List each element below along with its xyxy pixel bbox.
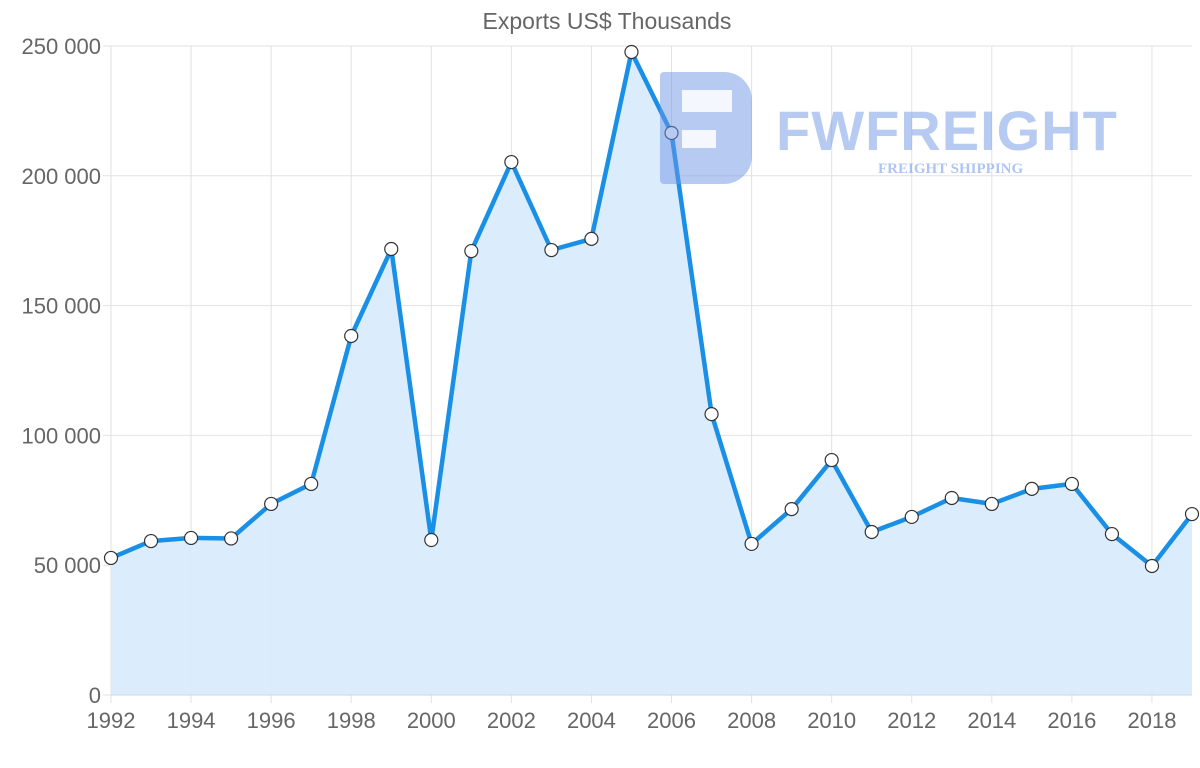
data-point — [864, 524, 879, 540]
data-point — [1064, 476, 1079, 492]
data-point — [304, 476, 319, 492]
series-line — [110, 49, 1194, 569]
data-point — [624, 44, 639, 60]
data-point — [384, 241, 399, 257]
data-point — [544, 242, 559, 258]
x-tick-label: 2014 — [967, 708, 1016, 733]
data-point — [984, 496, 999, 512]
data-point — [143, 533, 159, 549]
y-tick-label: 0 — [89, 683, 101, 708]
series-area — [111, 52, 1192, 695]
data-point — [584, 231, 599, 246]
x-tick-label: 1996 — [247, 708, 296, 733]
y-tick-label: 200 000 — [21, 164, 101, 189]
x-tick-label: 2000 — [407, 708, 456, 733]
data-point — [1104, 526, 1120, 542]
data-point — [103, 550, 119, 566]
x-tick-label: 2012 — [887, 708, 936, 733]
y-tick-label: 50 000 — [34, 553, 101, 578]
x-tick-label: 2018 — [1127, 708, 1176, 733]
data-point — [664, 125, 679, 141]
x-tick-label: 2002 — [487, 708, 536, 733]
data-point — [704, 407, 719, 422]
data-point — [1184, 506, 1200, 522]
data-point — [944, 490, 959, 506]
data-point — [744, 536, 759, 552]
x-tick-label: 2004 — [567, 708, 616, 733]
x-tick-label: 1994 — [167, 708, 216, 733]
data-point — [1024, 481, 1039, 496]
data-point — [1144, 558, 1160, 574]
data-point — [904, 509, 919, 525]
data-point — [183, 530, 199, 546]
data-point — [504, 154, 519, 170]
data-point — [464, 243, 479, 259]
data-point — [264, 496, 279, 512]
x-tick-label: 2006 — [647, 708, 696, 733]
y-tick-label: 250 000 — [21, 34, 101, 59]
x-tick-label: 2010 — [807, 708, 856, 733]
y-tick-label: 150 000 — [21, 294, 101, 319]
x-tick-label: 1998 — [327, 708, 376, 733]
data-point — [344, 328, 359, 344]
data-point — [784, 502, 799, 517]
data-point — [224, 531, 239, 546]
x-tick-label: 2016 — [1047, 708, 1096, 733]
chart-title: Exports US$ Thousands — [482, 8, 732, 34]
x-tick-label: 2008 — [727, 708, 776, 733]
data-point — [824, 452, 839, 468]
y-tick-label: 100 000 — [21, 423, 101, 448]
x-tick-label: 1992 — [87, 708, 136, 733]
data-point — [424, 532, 439, 548]
